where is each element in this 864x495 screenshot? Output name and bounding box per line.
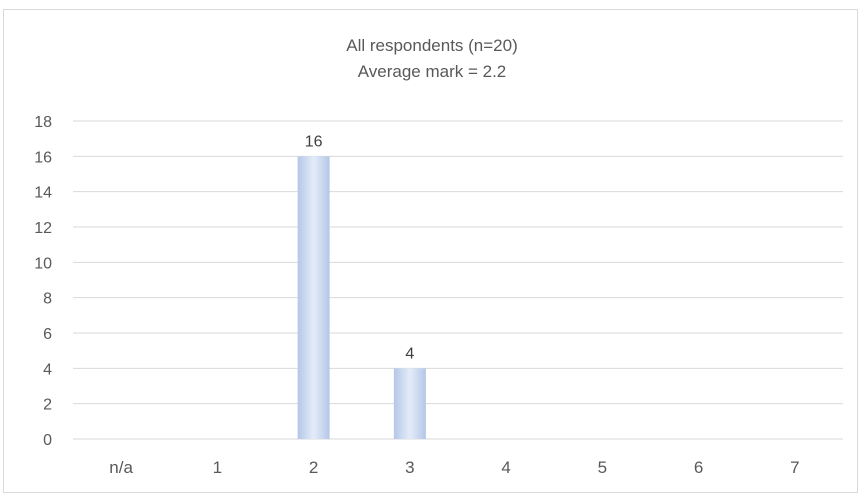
chart-title: All respondents (n=20): [346, 36, 518, 55]
x-tick-label-5: 5: [598, 458, 607, 477]
data-label-3: 4: [405, 345, 414, 362]
x-tick-label-3: 3: [405, 458, 414, 477]
x-tick-label-n/a: n/a: [109, 458, 133, 477]
y-axis-ticks: 0 2 4 6 8 10 12 14 16 18: [34, 114, 52, 449]
chart-frame: [3, 9, 858, 493]
bars: [297, 156, 426, 440]
x-tick-label-6: 6: [694, 458, 703, 477]
x-tick-label-1: 1: [213, 458, 222, 477]
y-tick-label: 4: [43, 361, 52, 378]
y-tick-label: 6: [43, 326, 52, 343]
y-tick-label: 18: [34, 114, 52, 131]
y-tick-label: 12: [34, 220, 52, 237]
x-tick-label-2: 2: [309, 458, 318, 477]
gridlines: [73, 120, 843, 440]
bar-3: [393, 368, 426, 439]
x-tick-label-7: 7: [790, 458, 799, 477]
x-tick-label-4: 4: [501, 458, 510, 477]
y-tick-label: 16: [34, 149, 52, 166]
y-tick-label: 0: [43, 432, 52, 449]
data-label-2: 16: [305, 133, 323, 150]
y-tick-label: 14: [34, 185, 52, 202]
y-tick-label: 10: [34, 255, 52, 272]
y-tick-label: 2: [43, 397, 52, 414]
bar-2: [297, 156, 330, 440]
data-labels: 16 4: [305, 133, 415, 362]
x-axis-ticks: n/a 1 2 3 4 5 6 7: [109, 458, 799, 477]
chart-subtitle: Average mark = 2.2: [357, 62, 507, 81]
y-tick-label: 8: [43, 291, 52, 308]
